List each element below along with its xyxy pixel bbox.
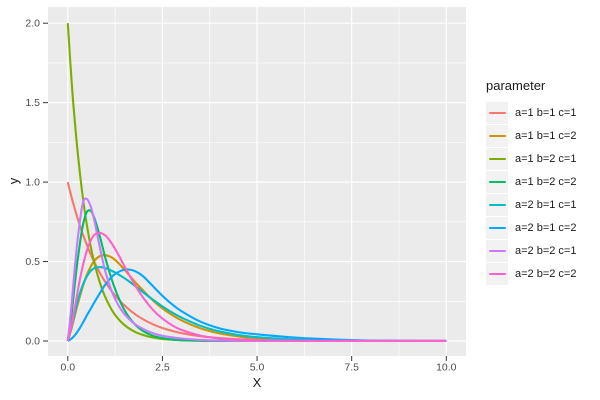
legend-item: a=2 b=2 c=1 — [486, 240, 576, 262]
legend-item-label: a=1 b=1 c=2 — [515, 130, 577, 142]
x-axis-title: X — [252, 375, 262, 390]
x-tick-label: 5.0 — [250, 362, 265, 374]
legend: parameter a=1 b=1 c=1 a=1 b=1 c=2 a=1 b=2 … — [486, 78, 576, 285]
legend-key — [486, 148, 508, 170]
legend-item-label: a=1 b=1 c=1 — [515, 107, 577, 119]
legend-item-label: a=2 b=2 c=2 — [515, 268, 577, 280]
legend-item: a=2 b=1 c=1 — [486, 194, 576, 216]
y-axis-title: y — [6, 177, 21, 185]
y-tick-label: 1.0 — [25, 177, 40, 189]
legend-item-label: a=1 b=2 c=1 — [515, 153, 577, 165]
legend-key — [486, 263, 508, 285]
legend-item: a=1 b=2 c=2 — [486, 171, 576, 193]
series-line-a-2-b-1-c-2 — [67, 268, 447, 342]
legend-item-label: a=2 b=1 c=2 — [515, 222, 577, 234]
y-tick-label: 2.0 — [25, 18, 40, 30]
legend-key-swatch — [488, 226, 506, 230]
legend-key — [486, 217, 508, 239]
legend-key — [486, 240, 508, 262]
legend-item-label: a=2 b=1 c=1 — [515, 199, 577, 211]
y-tick-label: 0.5 — [25, 256, 40, 268]
y-tick-label: 0.0 — [25, 336, 40, 348]
legend-item: a=1 b=1 c=2 — [486, 125, 576, 147]
legend-key — [486, 125, 508, 147]
legend-key-swatch — [488, 249, 506, 253]
legend-item: a=2 b=1 c=2 — [486, 217, 576, 239]
legend-item-label: a=1 b=2 c=2 — [515, 176, 577, 188]
legend-item: a=2 b=2 c=2 — [486, 263, 576, 285]
legend-title: parameter — [486, 78, 546, 93]
legend-key — [486, 171, 508, 193]
legend-key — [486, 194, 508, 216]
legend-key-swatch — [488, 180, 506, 184]
legend-key-swatch — [488, 111, 506, 115]
legend-key-swatch — [488, 272, 506, 276]
legend-items: a=1 b=1 c=1 a=1 b=1 c=2 a=1 b=2 c=1 a=1 b=2… — [486, 102, 576, 285]
legend-key-swatch — [488, 134, 506, 138]
x-tick-label: 2.5 — [155, 362, 170, 374]
x-tick-label: 0.0 — [60, 362, 75, 374]
y-tick-label: 1.5 — [25, 97, 40, 109]
legend-item-label: a=2 b=2 c=1 — [515, 245, 577, 257]
series-line-a-2-b-2-c-2 — [66, 231, 447, 342]
x-tick-label: 7.5 — [344, 362, 359, 374]
x-tick-label: 10.0 — [436, 362, 457, 374]
legend-key — [486, 102, 508, 124]
legend-item: a=1 b=1 c=1 — [486, 102, 576, 124]
legend-key-swatch — [488, 157, 506, 161]
legend-key-swatch — [488, 203, 506, 207]
legend-item: a=1 b=2 c=1 — [486, 148, 576, 170]
